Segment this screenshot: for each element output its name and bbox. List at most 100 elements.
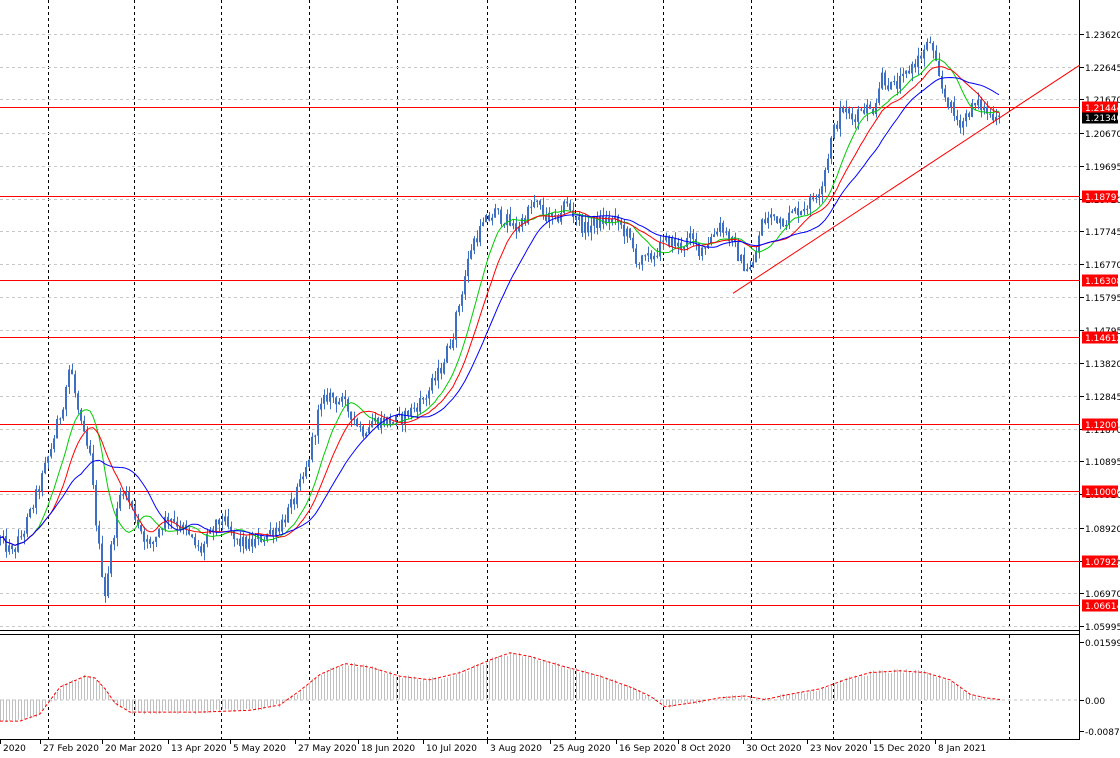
candle-body <box>446 345 448 363</box>
candle-body <box>818 194 820 198</box>
candle-body <box>836 124 838 129</box>
price-tick-label: 1.16770 <box>1085 261 1120 271</box>
candle-body <box>476 238 478 243</box>
candle-body <box>590 225 592 233</box>
candle-body <box>821 186 823 195</box>
candle-body <box>428 390 430 399</box>
candle-body <box>32 507 34 510</box>
candle-body <box>404 410 406 425</box>
candle-body <box>755 251 757 263</box>
level-price-tag <box>1082 331 1118 344</box>
osc-tick-label: -0.00874 <box>1085 728 1120 738</box>
time-tick-label: 5 May 2020 <box>233 744 286 754</box>
candle-body <box>668 235 670 247</box>
candle-body <box>680 242 682 249</box>
candle-body <box>542 204 544 215</box>
candle-body <box>77 393 79 410</box>
trendline[interactable] <box>732 64 1081 294</box>
candle-body <box>26 516 28 534</box>
candle-body <box>239 538 241 547</box>
candle-body <box>797 208 799 216</box>
level-price-tag <box>1082 101 1118 114</box>
candle-body <box>812 197 814 200</box>
candle-body <box>395 414 397 423</box>
candle-body <box>500 209 502 224</box>
candle-body <box>173 518 175 522</box>
candle-body <box>794 208 796 212</box>
candle-body <box>653 255 655 260</box>
moving-average-line <box>0 58 1000 546</box>
candle-body <box>593 217 595 226</box>
candle-body <box>416 407 418 412</box>
time-tick-label: 27 May 2020 <box>298 744 357 754</box>
candle-body <box>332 392 334 398</box>
time-tick-label: 3 Aug 2020 <box>490 744 542 754</box>
candle-body <box>623 224 625 237</box>
candle-body <box>683 247 685 249</box>
candle-body <box>671 237 673 247</box>
candle-body <box>608 216 610 223</box>
candle-body <box>50 449 52 457</box>
candle-body <box>377 417 379 429</box>
candle-body <box>128 491 130 502</box>
candle-body <box>119 494 121 509</box>
candle-body <box>5 536 7 552</box>
candle-body <box>317 409 319 436</box>
candle-body <box>698 242 700 257</box>
trendline-line <box>732 64 1081 294</box>
level-price-labels: 1.21444 1.18793 1.16308 1.14612 1.12007 1.100… <box>1082 101 1120 612</box>
candle-body <box>437 367 439 381</box>
candle-body <box>110 544 112 574</box>
level-price-text: 1.06614 <box>1085 602 1120 612</box>
candle-body <box>245 536 247 549</box>
candle-body <box>632 237 634 249</box>
level-price-tag <box>1082 274 1118 287</box>
price-tick-label: 1.21670 <box>1085 96 1120 106</box>
candle-body <box>764 219 766 224</box>
candle-body <box>887 85 889 90</box>
candle-body <box>617 215 619 223</box>
candle-body <box>767 217 769 224</box>
candle-body <box>575 217 577 220</box>
candle-body <box>284 519 286 523</box>
candle-body <box>584 222 586 233</box>
candle-body <box>824 169 826 187</box>
candle-body <box>980 99 982 111</box>
candle-body <box>779 218 781 224</box>
candle-body <box>194 537 196 546</box>
candle-body <box>365 433 367 437</box>
candle-body <box>488 215 490 221</box>
candle-body <box>827 158 829 170</box>
candle-body <box>953 101 955 116</box>
candle-body <box>533 201 535 207</box>
time-tick-label: 27 Feb 2020 <box>43 744 99 754</box>
candle-body <box>479 225 481 243</box>
candle-body <box>314 435 316 437</box>
candle-body <box>338 401 340 405</box>
candle-body <box>986 106 988 114</box>
candle-body <box>23 533 25 537</box>
candle-body <box>965 113 967 122</box>
candle-body <box>359 426 361 428</box>
candle-body <box>146 539 148 542</box>
candle-body <box>548 212 550 221</box>
candle-body <box>977 99 979 106</box>
candle-body <box>293 499 295 505</box>
candle-body <box>287 507 289 523</box>
price-tick-label: 1.10895 <box>1085 458 1120 468</box>
time-tick-label: 8 Jan 2021 <box>938 744 986 754</box>
candle-body <box>137 519 139 526</box>
candle-body <box>665 235 667 241</box>
candle-body <box>677 242 679 247</box>
level-price-text: 1.10000 <box>1085 488 1120 498</box>
candle-body <box>557 215 559 222</box>
price-tick-label: 1.06970 <box>1085 590 1120 600</box>
candle-body <box>899 75 901 89</box>
candle-body <box>614 215 616 219</box>
candle-body <box>296 486 298 505</box>
candle-body <box>467 258 469 277</box>
candle-body <box>98 525 100 544</box>
candle-body <box>941 75 943 89</box>
candle-body <box>281 519 283 532</box>
